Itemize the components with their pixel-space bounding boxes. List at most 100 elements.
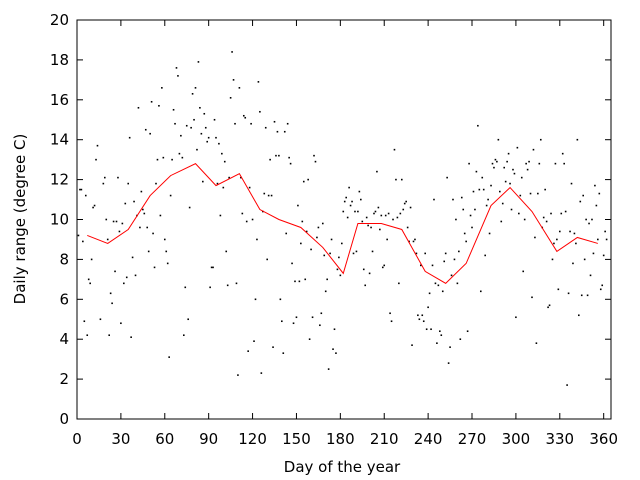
data-point [481, 176, 484, 179]
data-point [510, 208, 513, 211]
data-point [361, 220, 364, 223]
data-point [558, 230, 561, 233]
data-point [567, 292, 570, 295]
data-point [152, 232, 154, 235]
data-point [437, 284, 440, 287]
data-point [311, 316, 314, 319]
data-point [319, 324, 321, 327]
data-point [376, 170, 378, 173]
data-point [222, 186, 225, 189]
data-point [573, 232, 576, 235]
data-point [288, 156, 290, 159]
data-point [316, 236, 318, 239]
data-point [358, 190, 361, 193]
data-point [93, 204, 96, 207]
data-point [310, 248, 312, 251]
data-point [178, 152, 181, 155]
data-point [295, 316, 298, 319]
data-point [294, 280, 296, 283]
data-point [449, 346, 451, 348]
data-point [124, 202, 127, 205]
data-point [172, 108, 175, 111]
data-point [118, 230, 121, 233]
data-point [506, 160, 508, 163]
data-point [120, 322, 122, 325]
data-point [396, 216, 399, 219]
data-point [324, 290, 327, 293]
data-point [550, 212, 552, 215]
data-point [77, 234, 80, 237]
data-point [125, 276, 128, 279]
data-point [345, 196, 347, 199]
data-point [206, 140, 209, 143]
data-point [408, 240, 410, 243]
data-point [531, 296, 533, 299]
data-point [96, 144, 99, 147]
data-point [219, 214, 222, 217]
data-point [578, 314, 580, 317]
data-point [184, 286, 187, 289]
data-point [386, 238, 388, 241]
data-point [232, 79, 235, 81]
data-point [308, 338, 311, 340]
data-point [393, 148, 396, 151]
data-point [225, 250, 228, 253]
data-point [455, 218, 457, 221]
data-point [560, 212, 563, 215]
data-point [374, 210, 377, 213]
data-point [108, 334, 110, 337]
data-point [289, 162, 292, 165]
data-point [477, 124, 479, 127]
data-point [338, 256, 340, 259]
data-point [566, 384, 568, 386]
data-point [181, 156, 184, 159]
data-point [106, 238, 109, 241]
data-point [365, 216, 368, 219]
data-point [175, 67, 178, 69]
x-axis-label: Day of the year [284, 458, 401, 476]
data-point [339, 274, 342, 277]
data-point [323, 254, 326, 257]
y-tick-label: 2 [59, 370, 69, 388]
data-point [447, 362, 450, 364]
data-point [109, 292, 112, 295]
data-point [180, 134, 182, 137]
data-point [529, 192, 532, 195]
data-point [238, 87, 241, 89]
data-point [583, 258, 586, 261]
y-tick-label: 16 [50, 91, 69, 109]
scatter-points [77, 51, 608, 386]
data-point [444, 252, 447, 255]
data-point [301, 220, 304, 223]
data-point [491, 162, 494, 165]
data-point [400, 178, 403, 181]
data-point [99, 318, 102, 321]
data-point [409, 206, 412, 209]
data-point [188, 206, 191, 209]
data-point [525, 162, 527, 165]
data-point [588, 222, 590, 225]
data-point [597, 238, 599, 241]
data-point [479, 290, 482, 293]
data-point [453, 258, 456, 261]
data-point [86, 334, 89, 337]
data-point [307, 178, 309, 181]
data-point [156, 158, 159, 161]
data-point [436, 342, 438, 344]
x-tick-label: 90 [199, 430, 218, 448]
data-point [576, 138, 579, 141]
data-point [177, 75, 179, 77]
x-tick-label: 210 [370, 430, 399, 448]
y-axis-ticks: 0 2 4 6 8 10 12 14 16 18 20 [50, 11, 611, 428]
data-point [276, 130, 279, 133]
data-point [553, 242, 555, 245]
data-point [333, 328, 336, 331]
y-axis-label: Daily range (degree C) [11, 134, 29, 305]
x-tick-label: 150 [282, 430, 311, 448]
data-point [405, 200, 407, 203]
data-point [440, 334, 443, 337]
data-point [526, 168, 529, 171]
data-point [379, 228, 381, 231]
data-point [507, 152, 510, 155]
data-point [251, 218, 254, 221]
